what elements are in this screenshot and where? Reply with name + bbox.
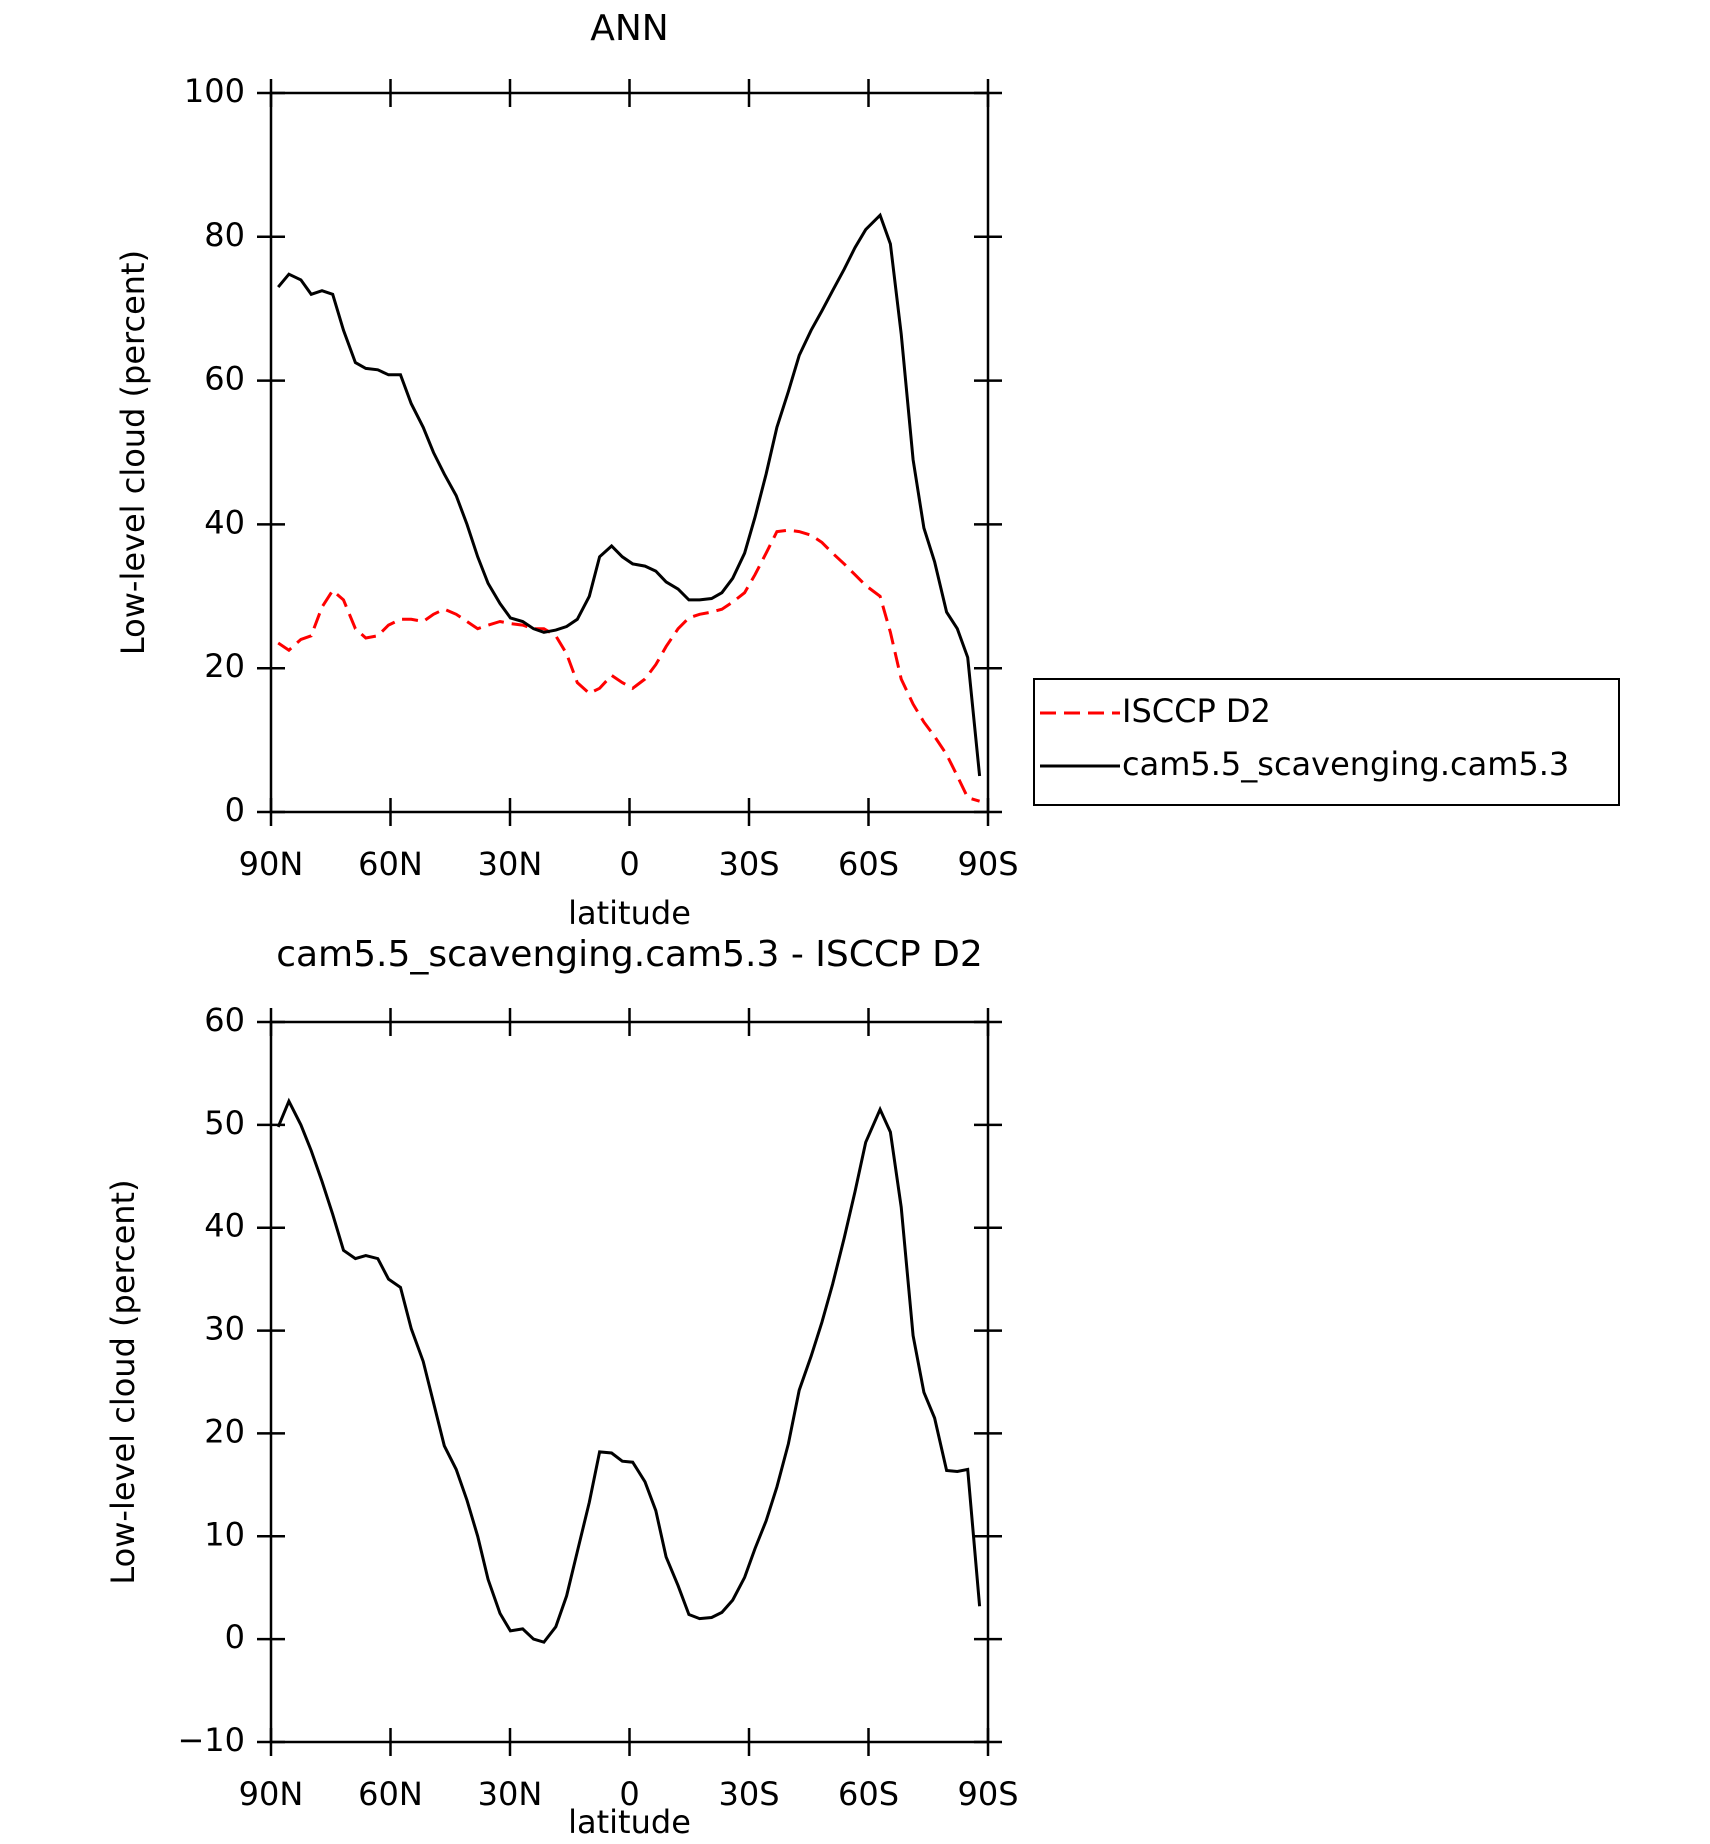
- data-line: [276, 1097, 982, 1644]
- y-tick-label: 30: [204, 1310, 245, 1348]
- x-tick-label: 0: [619, 845, 639, 883]
- y-tick-label: 60: [204, 360, 245, 398]
- x-tick-label: 30N: [478, 1775, 543, 1813]
- y-tick-label: 40: [204, 1207, 245, 1245]
- x-tick-label: 60N: [358, 845, 423, 883]
- y-tick-label: 40: [204, 503, 245, 541]
- x-tick-label: 30S: [718, 1775, 779, 1813]
- x-tick-label: 60S: [838, 1775, 899, 1813]
- x-tick-label: 90S: [957, 845, 1018, 883]
- legend-box: [1033, 678, 1620, 806]
- legend-label: ISCCP D2: [1122, 692, 1271, 730]
- chart-title: ANN: [590, 8, 669, 49]
- y-tick-label: 0: [225, 791, 245, 829]
- x-tick-label: 60N: [358, 1775, 423, 1813]
- data-line: [277, 212, 982, 777]
- x-tick-label: 90N: [239, 1775, 304, 1813]
- y-tick-label: 20: [204, 647, 245, 685]
- y-tick-label: 0: [225, 1618, 245, 1656]
- y-tick-label: 80: [204, 216, 245, 254]
- x-tick-label: 60S: [838, 845, 899, 883]
- plot-frame: [269, 91, 990, 814]
- x-tick-label: 0: [619, 1775, 639, 1813]
- x-axis-label: latitude: [568, 894, 691, 932]
- y-tick-label: 50: [204, 1104, 245, 1142]
- y-tick-label: −10: [177, 1721, 245, 1759]
- x-tick-label: 90S: [957, 1775, 1018, 1813]
- x-tick-label: 30N: [478, 845, 543, 883]
- y-tick-label: 10: [204, 1515, 245, 1553]
- legend-label: cam5.5_scavenging.cam5.3: [1122, 745, 1569, 783]
- y-tick-label: 60: [204, 1001, 245, 1039]
- y-tick-label: 20: [204, 1412, 245, 1450]
- plot-frame: [269, 1020, 990, 1744]
- y-tick-label: 100: [184, 72, 245, 110]
- y-axis-label: Low-level cloud (percent): [114, 250, 152, 655]
- x-tick-label: 30S: [718, 845, 779, 883]
- x-tick-label: 90N: [239, 845, 304, 883]
- data-line: [277, 528, 981, 803]
- chart-title: cam5.5_scavenging.cam5.3 - ISCCP D2: [276, 934, 983, 975]
- y-axis-label: Low-level cloud (percent): [104, 1179, 142, 1584]
- x-axis-label: latitude: [568, 1803, 691, 1841]
